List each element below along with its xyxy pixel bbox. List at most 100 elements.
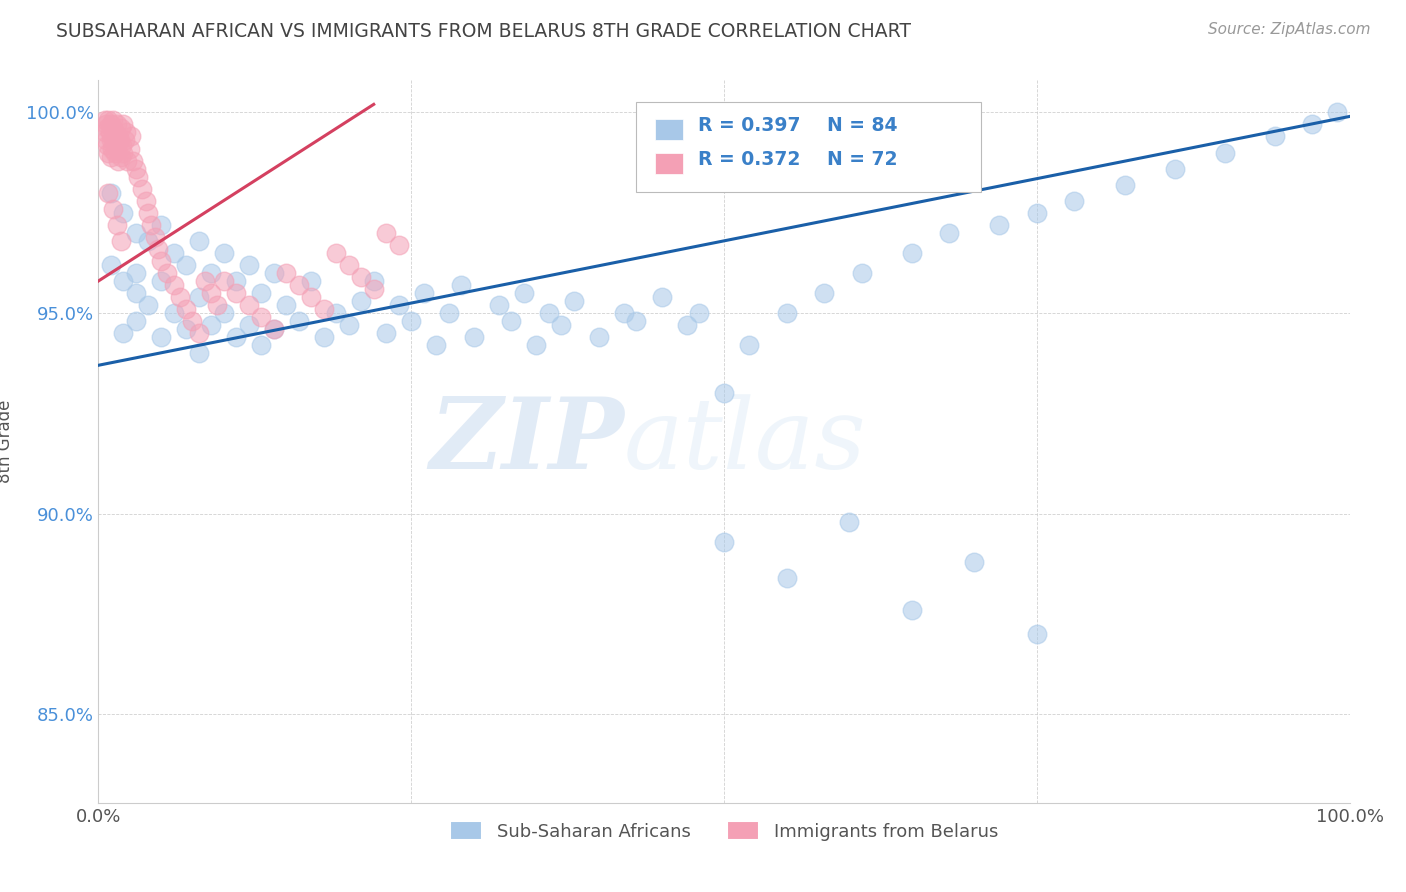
Point: [105, 218, 128, 232]
Point: [97, 186, 120, 200]
Point: [107, 129, 129, 144]
Point: [125, 161, 148, 176]
Point: [105, 118, 128, 132]
Point: [138, 234, 160, 248]
Point: [125, 314, 148, 328]
Point: [181, 314, 204, 328]
Point: [200, 286, 222, 301]
Point: [111, 137, 134, 152]
Point: [104, 126, 127, 140]
Point: [103, 202, 125, 216]
Point: [537, 306, 560, 320]
Text: N = 84: N = 84: [827, 116, 897, 136]
Point: [162, 278, 184, 293]
Point: [1213, 145, 1236, 160]
Point: [131, 182, 153, 196]
Point: [150, 218, 173, 232]
Point: [337, 258, 360, 272]
Point: [135, 194, 157, 208]
Point: [107, 153, 129, 168]
Text: R = 0.372: R = 0.372: [697, 150, 800, 169]
Y-axis label: 8th Grade: 8th Grade: [0, 400, 14, 483]
Point: [125, 286, 148, 301]
Point: [104, 137, 127, 152]
Point: [401, 314, 423, 328]
Point: [174, 322, 197, 336]
Point: [150, 274, 173, 288]
Point: [100, 118, 122, 132]
Point: [97, 145, 120, 160]
Point: [138, 206, 160, 220]
Point: [115, 153, 138, 168]
Point: [388, 298, 411, 312]
Point: [838, 515, 860, 529]
Point: [938, 226, 960, 240]
Point: [250, 338, 273, 352]
Point: [263, 322, 285, 336]
Point: [675, 318, 697, 333]
Point: [488, 298, 510, 312]
Point: [187, 346, 209, 360]
Point: [250, 310, 273, 325]
Point: [238, 298, 260, 312]
Point: [194, 274, 217, 288]
Point: [108, 134, 131, 148]
Point: [114, 134, 136, 148]
Text: R = 0.397: R = 0.397: [697, 116, 800, 136]
Point: [112, 274, 135, 288]
Point: [613, 306, 636, 320]
Point: [626, 314, 648, 328]
Point: [212, 246, 235, 260]
Point: [110, 121, 132, 136]
Text: Source: ZipAtlas.com: Source: ZipAtlas.com: [1208, 22, 1371, 37]
Point: [150, 330, 173, 344]
Point: [225, 286, 247, 301]
Point: [100, 186, 122, 200]
Point: [437, 306, 460, 320]
Point: [350, 294, 373, 309]
Point: [138, 298, 160, 312]
Point: [148, 242, 170, 256]
Point: [238, 258, 260, 272]
Point: [187, 290, 209, 304]
Point: [127, 169, 149, 184]
Point: [97, 113, 120, 128]
Point: [139, 218, 162, 232]
Point: [125, 266, 148, 280]
Point: [1264, 129, 1286, 144]
Point: [238, 318, 260, 333]
Point: [112, 326, 135, 341]
Text: SUBSAHARAN AFRICAN VS IMMIGRANTS FROM BELARUS 8TH GRADE CORRELATION CHART: SUBSAHARAN AFRICAN VS IMMIGRANTS FROM BE…: [56, 22, 911, 41]
Point: [274, 298, 298, 312]
Point: [118, 142, 141, 156]
Point: [375, 326, 398, 341]
Point: [287, 278, 309, 293]
Point: [212, 306, 235, 320]
Point: [100, 134, 122, 148]
Point: [776, 571, 799, 585]
Point: [225, 330, 247, 344]
Point: [94, 118, 117, 132]
Point: [96, 121, 118, 136]
Point: [524, 338, 547, 352]
FancyBboxPatch shape: [655, 119, 683, 140]
Point: [100, 258, 122, 272]
Point: [776, 306, 799, 320]
Point: [1114, 178, 1136, 192]
Point: [112, 206, 135, 220]
Point: [103, 113, 125, 128]
Point: [1326, 105, 1348, 120]
Point: [388, 238, 411, 252]
Point: [263, 322, 285, 336]
Point: [713, 386, 735, 401]
Point: [143, 230, 166, 244]
Point: [94, 134, 117, 148]
Point: [1026, 206, 1049, 220]
Point: [112, 145, 135, 160]
Text: atlas: atlas: [624, 394, 866, 489]
Point: [363, 274, 385, 288]
Point: [112, 118, 135, 132]
Point: [120, 129, 142, 144]
Point: [150, 254, 173, 268]
Text: ZIP: ZIP: [429, 393, 624, 490]
